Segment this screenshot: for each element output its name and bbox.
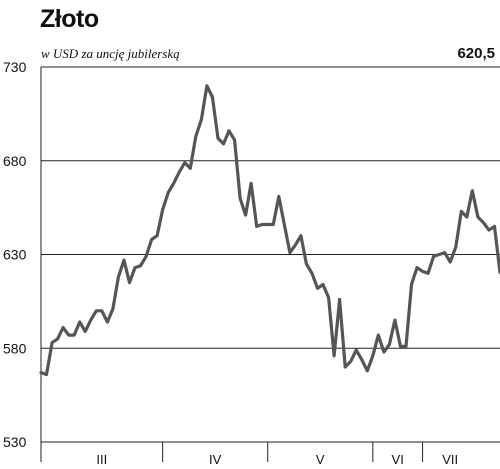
- month-label: VII: [442, 452, 458, 467]
- chart-title: Złoto: [40, 5, 99, 33]
- month-label: VI: [392, 452, 404, 467]
- last-value-label: 620,5: [457, 45, 495, 62]
- y-axis: 530 580 630 680 730: [3, 59, 42, 462]
- x-axis: III IV V VI VII: [96, 442, 458, 467]
- y-tick-label: 680: [3, 153, 27, 169]
- grid-lines: [41, 66, 500, 443]
- month-label: III: [96, 452, 107, 467]
- y-tick-label: 530: [3, 434, 27, 450]
- y-tick-label: 580: [3, 340, 27, 356]
- y-tick-label: 730: [3, 59, 27, 75]
- month-label: IV: [209, 452, 222, 467]
- gold-price-line: [39, 84, 500, 377]
- month-label: V: [316, 452, 325, 467]
- y-tick-label: 630: [3, 247, 27, 263]
- chart-subtitle: w USD za uncję jubilerską: [41, 46, 180, 61]
